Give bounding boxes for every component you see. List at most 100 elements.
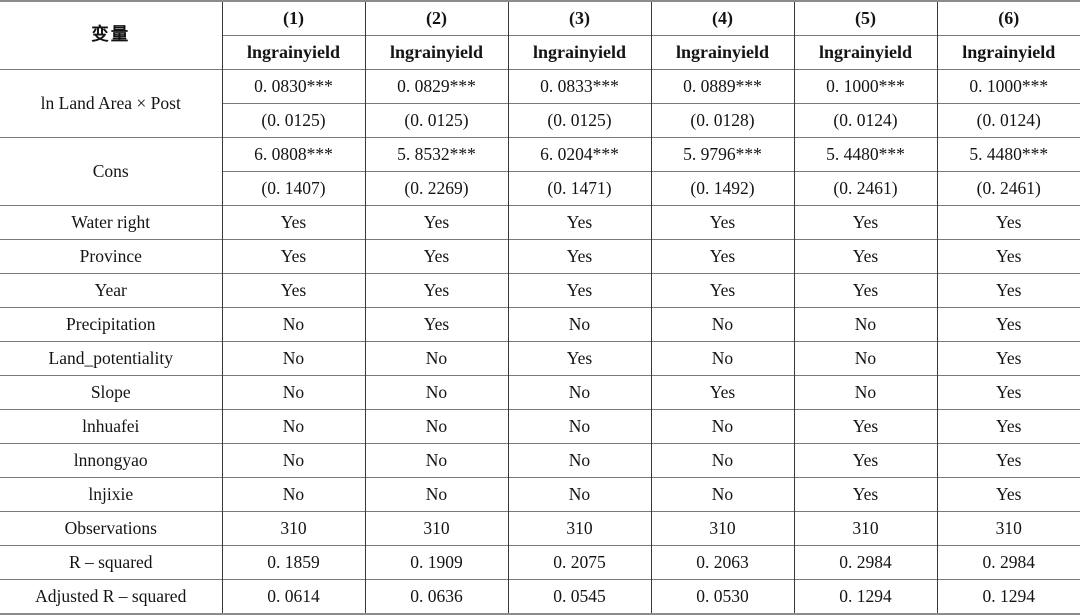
coef-row: ln Land Area × Post 0. 0830*** 0. 0829**… bbox=[0, 69, 1080, 138]
value-cell: 0. 1909 bbox=[364, 545, 508, 580]
coef-cell: 0. 0829*** bbox=[364, 69, 508, 104]
value-cell: Yes bbox=[936, 409, 1080, 444]
value-cell: No bbox=[507, 443, 651, 478]
row-label: R – squared bbox=[0, 545, 222, 580]
value-cell: Yes bbox=[650, 205, 794, 240]
table-row: Adjusted R – squared 0. 0614 0. 0636 0. … bbox=[0, 579, 1080, 614]
se-cell: (0. 1471) bbox=[507, 171, 651, 206]
se-cell: (0. 0124) bbox=[936, 103, 1080, 138]
value-cell: Yes bbox=[650, 273, 794, 308]
value-cell: No bbox=[221, 341, 365, 376]
value-cell: 0. 0614 bbox=[221, 579, 365, 614]
value-cell: No bbox=[650, 443, 794, 478]
value-cell: 0. 1859 bbox=[221, 545, 365, 580]
table-row: Province Yes Yes Yes Yes Yes Yes bbox=[0, 239, 1080, 274]
table-row: Water right Yes Yes Yes Yes Yes Yes bbox=[0, 205, 1080, 240]
value-cell: Yes bbox=[793, 409, 937, 444]
value-cell: Yes bbox=[793, 239, 937, 274]
col-header: (6) bbox=[936, 1, 1080, 36]
coef-cell: 0. 1000*** bbox=[793, 69, 937, 104]
value-cell: Yes bbox=[221, 205, 365, 240]
se-cell: (0. 0125) bbox=[507, 103, 651, 138]
value-cell: Yes bbox=[364, 307, 508, 342]
value-cell: 310 bbox=[793, 511, 937, 546]
coef-cell: 0. 1000*** bbox=[936, 69, 1080, 104]
depvar-header: lngrainyield bbox=[221, 35, 365, 70]
value-cell: 310 bbox=[936, 511, 1080, 546]
value-cell: 0. 0530 bbox=[650, 579, 794, 614]
depvar-header: lngrainyield bbox=[650, 35, 794, 70]
coef-cell: 5. 8532*** bbox=[364, 137, 508, 172]
row-label: Land_potentiality bbox=[0, 341, 222, 376]
value-cell: No bbox=[221, 443, 365, 478]
row-label: lnjixie bbox=[0, 477, 222, 512]
value-cell: Yes bbox=[221, 239, 365, 274]
value-cell: 0. 2984 bbox=[936, 545, 1080, 580]
value-cell: Yes bbox=[507, 239, 651, 274]
value-cell: No bbox=[650, 341, 794, 376]
row-label: Cons bbox=[0, 137, 222, 206]
value-cell: No bbox=[650, 477, 794, 512]
value-cell: Yes bbox=[364, 239, 508, 274]
table-row: Observations 310 310 310 310 310 310 bbox=[0, 511, 1080, 546]
value-cell: Yes bbox=[936, 273, 1080, 308]
value-cell: 310 bbox=[221, 511, 365, 546]
value-cell: 0. 0545 bbox=[507, 579, 651, 614]
coef-cell: 0. 0830*** bbox=[221, 69, 365, 104]
coef-row: Cons 6. 0808*** 5. 8532*** 6. 0204*** 5.… bbox=[0, 137, 1080, 206]
value-cell: Yes bbox=[793, 477, 937, 512]
coef-cell: 5. 9796*** bbox=[650, 137, 794, 172]
variable-header: 变量 bbox=[91, 24, 131, 45]
value-cell: 0. 2075 bbox=[507, 545, 651, 580]
value-cell: 310 bbox=[650, 511, 794, 546]
value-cell: No bbox=[793, 375, 937, 410]
table-row: R – squared 0. 1859 0. 1909 0. 2075 0. 2… bbox=[0, 545, 1080, 580]
se-cell: (0. 0125) bbox=[221, 103, 365, 138]
header-row-depvar: lngrainyield lngrainyield lngrainyield l… bbox=[0, 35, 1080, 70]
value-cell: Yes bbox=[793, 443, 937, 478]
table-row: Year Yes Yes Yes Yes Yes Yes bbox=[0, 273, 1080, 308]
value-cell: Yes bbox=[364, 273, 508, 308]
value-cell: 0. 1294 bbox=[793, 579, 937, 614]
row-label: Observations bbox=[0, 511, 222, 546]
col-header: (5) bbox=[793, 1, 937, 36]
se-cell: (0. 1492) bbox=[650, 171, 794, 206]
value-cell: Yes bbox=[793, 273, 937, 308]
col-header: (1) bbox=[221, 1, 365, 36]
value-cell: No bbox=[221, 477, 365, 512]
value-cell: Yes bbox=[507, 273, 651, 308]
depvar-header: lngrainyield bbox=[936, 35, 1080, 70]
value-cell: Yes bbox=[936, 341, 1080, 376]
table-row: lnhuafei No No No No Yes Yes bbox=[0, 409, 1080, 444]
col-header: (4) bbox=[650, 1, 794, 36]
header-row-models: 变量 (1) (2) (3) (4) (5) (6) bbox=[0, 1, 1080, 44]
se-cell: (0. 2461) bbox=[936, 171, 1080, 206]
value-cell: No bbox=[221, 375, 365, 410]
value-cell: No bbox=[221, 409, 365, 444]
se-cell: (0. 0124) bbox=[793, 103, 937, 138]
coef-cell: 0. 0889*** bbox=[650, 69, 794, 104]
row-label: Precipitation bbox=[0, 307, 222, 342]
value-cell: Yes bbox=[650, 375, 794, 410]
value-cell: No bbox=[650, 409, 794, 444]
value-cell: No bbox=[793, 341, 937, 376]
table-row: Land_potentiality No No Yes No No Yes bbox=[0, 341, 1080, 376]
value-cell: 0. 2984 bbox=[793, 545, 937, 580]
value-cell: Yes bbox=[507, 205, 651, 240]
row-label: ln Land Area × Post bbox=[0, 69, 222, 138]
value-cell: 0. 2063 bbox=[650, 545, 794, 580]
value-cell: No bbox=[507, 409, 651, 444]
value-cell: No bbox=[364, 341, 508, 376]
col-header: (3) bbox=[507, 1, 651, 36]
se-cell: (0. 0128) bbox=[650, 103, 794, 138]
value-cell: No bbox=[650, 307, 794, 342]
depvar-header: lngrainyield bbox=[364, 35, 508, 70]
value-cell: Yes bbox=[936, 239, 1080, 274]
value-cell: 0. 1294 bbox=[936, 579, 1080, 614]
value-cell: 310 bbox=[507, 511, 651, 546]
value-cell: No bbox=[221, 307, 365, 342]
value-cell: Yes bbox=[507, 341, 651, 376]
value-cell: 0. 0636 bbox=[364, 579, 508, 614]
se-cell: (0. 2269) bbox=[364, 171, 508, 206]
